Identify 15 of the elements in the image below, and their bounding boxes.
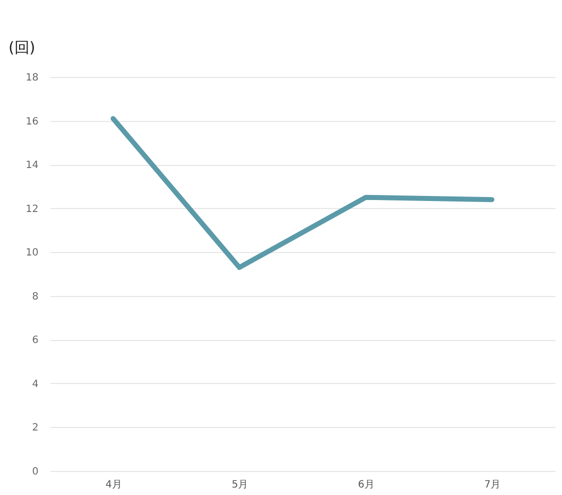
y-tick-label: 2 bbox=[32, 422, 38, 434]
y-tick-label: 12 bbox=[26, 204, 38, 215]
y-tick-label: 16 bbox=[26, 116, 38, 128]
y-tick-label: 0 bbox=[32, 466, 38, 478]
y-axis-title: (回) bbox=[8, 38, 36, 56]
y-tick-label: 6 bbox=[32, 335, 38, 346]
x-tick-label: 7月 bbox=[484, 480, 501, 490]
x-tick-label: 5月 bbox=[232, 480, 248, 490]
y-tick-label: 8 bbox=[32, 291, 38, 302]
y-tick-label: 4 bbox=[32, 378, 38, 390]
x-tick-label: 4月 bbox=[105, 480, 122, 490]
y-tick-label: 14 bbox=[26, 160, 38, 172]
x-tick-label: 6月 bbox=[358, 480, 374, 490]
y-tick-label: 18 bbox=[26, 72, 38, 84]
y-tick-label: 10 bbox=[26, 248, 38, 259]
